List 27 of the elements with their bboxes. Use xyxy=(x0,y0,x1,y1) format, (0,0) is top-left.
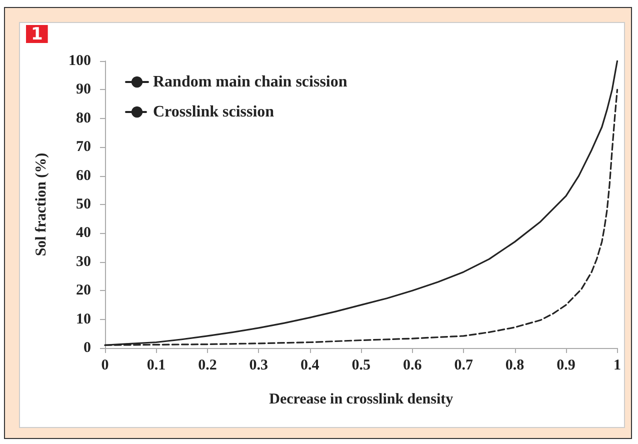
x-tick-label: 1 xyxy=(614,358,621,374)
x-tick-label: 0.3 xyxy=(249,358,268,374)
x-tick-label: 0.6 xyxy=(402,358,422,374)
y-tick-label: 10 xyxy=(76,311,91,328)
y-tick-label: 30 xyxy=(76,254,91,270)
y-tick-label: 60 xyxy=(76,168,91,184)
x-tick-label: 0.5 xyxy=(352,358,370,374)
y-tick-label: 0 xyxy=(84,340,91,356)
text: 1 xyxy=(31,24,43,44)
legend-label: Random main chain scission xyxy=(153,74,348,90)
x-tick-label: 0.1 xyxy=(146,358,166,374)
y-tick-label: 20 xyxy=(76,282,91,299)
legend-label: Crosslink scission xyxy=(153,104,274,120)
x-tick-label: 0.4 xyxy=(300,358,320,374)
y-axis-title: Sol fraction (%) xyxy=(34,152,50,256)
x-tick-label: 0.2 xyxy=(198,358,217,374)
y-tick-label: 50 xyxy=(76,196,91,212)
x-axis-title: Decrease in crosslink density xyxy=(269,392,454,408)
x-tick-label: 0 xyxy=(101,358,109,374)
y-tick-label: 100 xyxy=(68,53,91,69)
x-tick-label: 0.7 xyxy=(454,358,474,374)
y-tick-label: 70 xyxy=(76,139,91,156)
y-tick-label: 90 xyxy=(76,82,91,98)
x-tick-label: 0.8 xyxy=(505,358,524,374)
y-tick-label: 80 xyxy=(76,110,91,126)
y-tick-label: 40 xyxy=(76,225,91,242)
x-tick-label: 0.9 xyxy=(556,358,576,374)
